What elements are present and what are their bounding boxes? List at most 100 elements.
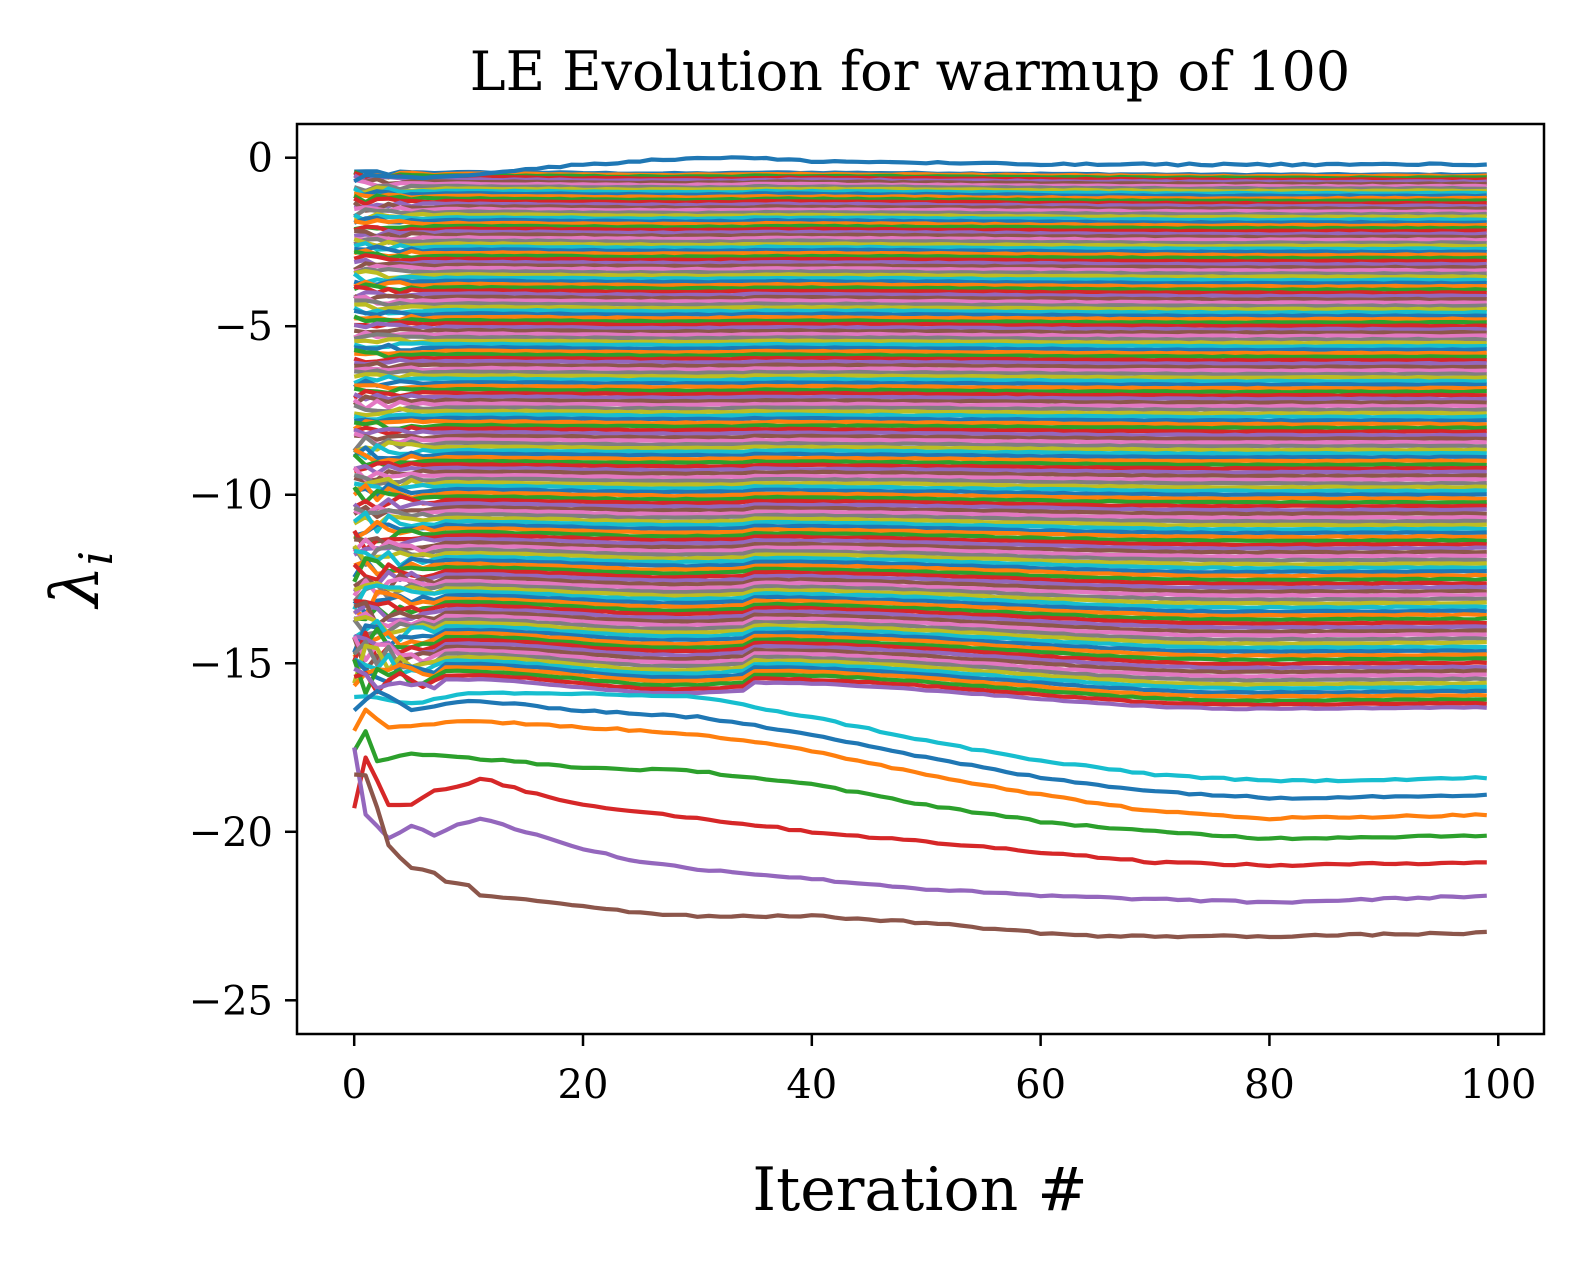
series-line [353, 504, 1487, 520]
series-line [352, 657, 1487, 695]
series-line [353, 186, 1487, 198]
series-line [353, 241, 1487, 252]
series-line [353, 603, 1487, 630]
x-tick-label: 0 [341, 1062, 366, 1108]
series-line [353, 618, 1487, 651]
series-line [352, 529, 1487, 552]
series-line [353, 378, 1487, 389]
x-axis-label: Iteration # [752, 1155, 1087, 1225]
series-line [353, 494, 1487, 511]
series-line [353, 472, 1487, 487]
series-line [352, 755, 1487, 869]
y-tick-label: −25 [189, 978, 273, 1024]
series-line [354, 383, 1487, 391]
series-line [353, 440, 1487, 454]
series-line [354, 244, 1487, 255]
x-tick-label: 60 [1015, 1062, 1066, 1108]
series-line [354, 433, 1487, 442]
series-line [353, 327, 1487, 336]
y-axis: 0 −5 −10 −15 −20 −25 [189, 136, 297, 1024]
series-line [352, 576, 1487, 598]
series-line [353, 321, 1487, 332]
series-line [353, 468, 1487, 484]
series-lines [352, 155, 1488, 940]
series-line [353, 306, 1487, 316]
series-line [353, 504, 1487, 521]
series-line [352, 626, 1487, 663]
series-line [353, 294, 1487, 306]
series-line [353, 293, 1487, 304]
y-axis-label-sub: i [69, 551, 123, 566]
series-line [353, 476, 1487, 494]
series-line [353, 611, 1487, 638]
series-line [352, 443, 1487, 461]
series-line [353, 173, 1487, 185]
series-line [353, 447, 1487, 465]
series-line [354, 228, 1487, 240]
series-line [354, 342, 1487, 353]
series-line [353, 572, 1487, 595]
y-tick-label: −15 [189, 641, 273, 687]
series-line [353, 278, 1487, 287]
series-line [352, 537, 1487, 559]
series-line [353, 481, 1487, 496]
series-line [352, 445, 1487, 461]
series-line [353, 189, 1487, 199]
series-line [352, 592, 1487, 616]
series-line [353, 269, 1487, 281]
series-line [352, 510, 1487, 534]
series-line [352, 583, 1487, 611]
series-line [353, 425, 1487, 436]
series-line [353, 332, 1487, 343]
series-line [353, 412, 1487, 422]
y-tick-label: −20 [189, 810, 273, 856]
series-line [354, 598, 1487, 627]
series-line [352, 688, 1487, 801]
series-line [354, 348, 1487, 357]
series-line [353, 460, 1487, 474]
series-line [352, 747, 1487, 905]
y-tick-label: −10 [189, 473, 273, 519]
series-line [353, 522, 1487, 538]
series-line [352, 544, 1487, 567]
series-line [353, 237, 1487, 249]
series-line [352, 272, 1487, 285]
series-line [353, 536, 1487, 557]
series-line [353, 213, 1487, 223]
series-line [353, 266, 1487, 277]
series-line [354, 599, 1487, 622]
series-line [353, 218, 1487, 228]
series-line [353, 347, 1487, 360]
series-line [353, 314, 1487, 326]
series-line [353, 228, 1487, 239]
series-line [352, 483, 1487, 503]
series-line [354, 320, 1487, 329]
series-line [352, 707, 1487, 822]
series-line [353, 670, 1487, 708]
series-line [353, 284, 1487, 297]
series-line [353, 427, 1487, 438]
x-tick-label: 80 [1244, 1062, 1295, 1108]
series-line [353, 191, 1487, 201]
series-line [352, 544, 1487, 567]
series-line [353, 559, 1487, 579]
series-line [352, 662, 1487, 700]
series-line [352, 729, 1487, 842]
series-line [353, 666, 1487, 712]
series-line [353, 374, 1487, 385]
series-line [354, 211, 1487, 222]
series-line [353, 392, 1487, 402]
series-line [352, 636, 1487, 675]
series-line [352, 582, 1487, 603]
x-tick-label: 100 [1460, 1062, 1536, 1108]
y-axis-label-base: λ [37, 565, 114, 610]
series-line [354, 302, 1487, 312]
series-line [353, 519, 1487, 541]
series-line [353, 633, 1487, 671]
series-line [352, 434, 1487, 453]
series-line [353, 600, 1487, 635]
series-line [353, 223, 1487, 232]
series-line [354, 313, 1487, 323]
series-line [352, 635, 1487, 679]
